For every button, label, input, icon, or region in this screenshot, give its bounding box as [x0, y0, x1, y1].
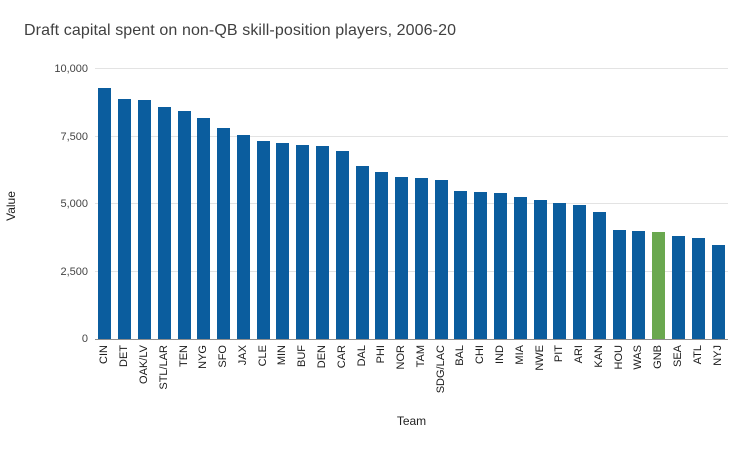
y-tick-label: 7,500	[60, 130, 88, 143]
x-tick-label: OAK/LV	[137, 345, 150, 384]
x-tick-label: JAX	[236, 345, 249, 366]
bar-oak-lv	[137, 100, 151, 339]
x-axis-ticks: CIN DET OAK/LV STL/LAR TEN NYG SFO JAX CLE MIN BUF…	[95, 345, 728, 407]
y-axis-label: Value	[4, 191, 18, 221]
plot-area	[95, 68, 728, 340]
bar-nwe	[533, 199, 547, 339]
x-tick-label: DAL	[355, 345, 368, 367]
bar-mia	[513, 197, 527, 339]
bar-nor	[395, 177, 409, 339]
y-tick-label: 0	[81, 333, 88, 345]
x-tick-label: GNB	[652, 345, 665, 369]
x-tick-label: MIA	[513, 345, 526, 365]
x-tick-label: IND	[494, 345, 507, 364]
x-tick-label: PHI	[375, 345, 388, 364]
x-tick-label: MIN	[276, 345, 289, 366]
y-tick-label: 10,000	[54, 63, 88, 75]
x-tick-label: ARI	[573, 345, 586, 364]
bar-jax	[236, 135, 250, 339]
bar-dal	[355, 166, 369, 339]
bar-bal	[454, 190, 468, 339]
bar-cle	[256, 140, 270, 339]
x-tick-label: CIN	[98, 345, 111, 364]
x-tick-label: SDG/LAC	[434, 345, 447, 394]
bar-nyj	[711, 244, 725, 339]
gridline	[95, 270, 728, 272]
gridline	[95, 135, 728, 137]
x-tick-label: TEN	[177, 345, 190, 367]
bar-sea	[672, 236, 686, 339]
x-tick-label: DET	[118, 345, 131, 367]
bar-gnb	[652, 232, 666, 339]
bar-min	[276, 143, 290, 339]
bar-kan	[592, 212, 606, 339]
x-tick-label: SEA	[672, 345, 685, 368]
bar-cin	[98, 87, 112, 339]
bar-atl	[691, 237, 705, 339]
x-tick-label: TAM	[414, 345, 427, 368]
gridline	[95, 68, 728, 69]
bar-chi	[474, 191, 488, 339]
x-tick-label: STL/LAR	[157, 345, 170, 390]
bar-sfo	[217, 128, 231, 339]
x-tick-label: BUF	[296, 345, 309, 367]
bar-tam	[414, 178, 428, 339]
x-tick-label: HOU	[612, 345, 625, 370]
x-tick-label: KAN	[592, 345, 605, 368]
bar-stl-lar	[157, 106, 171, 339]
bar-ten	[177, 110, 191, 339]
bar-den	[315, 145, 329, 339]
x-tick-label: BAL	[454, 345, 467, 366]
y-tick-label: 5,000	[60, 198, 88, 210]
x-tick-label: PIT	[553, 345, 566, 363]
x-tick-label: CHI	[474, 345, 487, 364]
x-tick-label: WAS	[632, 345, 645, 370]
bar-sdg-lac	[434, 179, 448, 339]
bar-phi	[375, 171, 389, 339]
bar-hou	[612, 229, 626, 339]
x-tick-label: CAR	[335, 345, 348, 369]
x-tick-label: NOR	[395, 345, 408, 370]
x-tick-label: CLE	[256, 345, 269, 367]
x-tick-label: NWE	[533, 345, 546, 371]
bar-pit	[553, 202, 567, 339]
chart-title: Draft capital spent on non-QB skill-posi…	[24, 22, 457, 39]
y-axis-ticks: 0 2,500 5,000 7,500 10,000	[30, 63, 88, 345]
bar-ind	[494, 193, 508, 339]
gridline	[95, 203, 728, 204]
bar-nyg	[197, 117, 211, 339]
x-tick-label: ATL	[691, 345, 704, 365]
bar-ari	[573, 205, 587, 339]
bar-buf	[296, 144, 310, 339]
x-tick-label: SFO	[217, 345, 230, 368]
y-tick-label: 2,500	[60, 265, 88, 278]
bar-was	[632, 231, 646, 339]
bar-car	[335, 151, 349, 339]
x-tick-label: NYG	[197, 345, 210, 369]
x-tick-label: DEN	[315, 345, 328, 369]
bar-det	[118, 98, 132, 339]
x-tick-label: NYJ	[711, 345, 724, 366]
x-axis-label: Team	[396, 414, 427, 428]
